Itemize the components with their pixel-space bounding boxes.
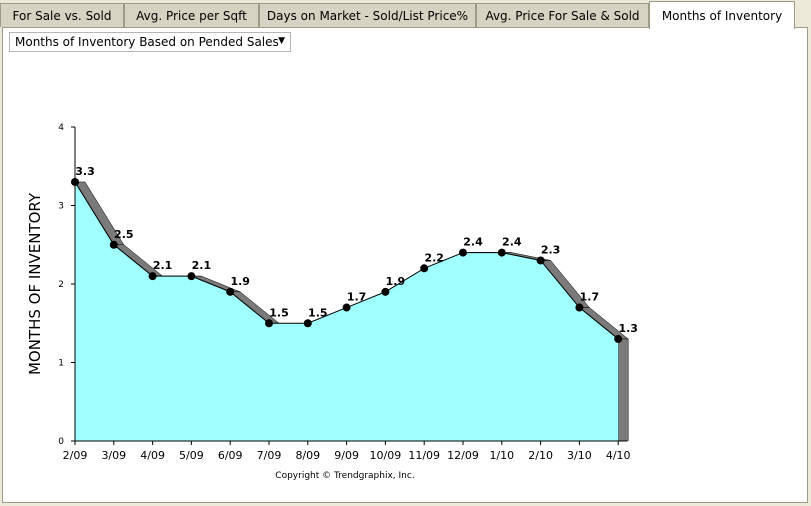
- data-point: [342, 303, 351, 312]
- x-tick-label: 2/09: [63, 449, 88, 462]
- x-tick-label: 8/09: [295, 449, 320, 462]
- data-label: 2.4: [463, 236, 483, 249]
- data-point: [497, 248, 506, 257]
- data-point: [420, 264, 429, 273]
- x-tick-label: 7/09: [257, 449, 282, 462]
- x-tick-label: 12/09: [447, 449, 479, 462]
- x-tick-label: 5/09: [179, 449, 204, 462]
- data-label: 1.7: [580, 291, 600, 304]
- tab-days-on-market[interactable]: Days on Market - Sold/List Price%: [259, 3, 476, 27]
- data-label: 2.5: [114, 228, 134, 241]
- x-tick-label: 3/09: [101, 449, 126, 462]
- data-point: [226, 287, 235, 296]
- x-tick-label: 6/09: [218, 449, 243, 462]
- data-label: 3.3: [75, 165, 95, 178]
- shadow-wall: [617, 338, 629, 442]
- data-label: 2.3: [541, 243, 561, 256]
- tab-bar: For Sale vs. Sold Avg. Price per Sqft Da…: [0, 0, 811, 29]
- y-axis-title: MONTHS OF INVENTORY: [26, 192, 44, 375]
- data-point: [303, 319, 312, 328]
- data-point: [614, 334, 623, 343]
- data-label: 1.9: [230, 275, 250, 288]
- x-tick-label: 1/10: [489, 449, 514, 462]
- y-tick-label: 1: [58, 359, 64, 369]
- tab-for-sale-vs-sold[interactable]: For Sale vs. Sold: [0, 3, 124, 27]
- data-point: [187, 272, 196, 281]
- x-tick-label: 10/09: [370, 449, 402, 462]
- data-label: 1.7: [347, 291, 367, 304]
- copyright-text: Copyright © Trendgraphix, Inc.: [275, 471, 414, 481]
- y-tick-label: 0: [58, 437, 64, 447]
- y-tick-label: 2: [58, 280, 64, 290]
- x-tick-label: 9/09: [334, 449, 359, 462]
- data-label: 2.4: [502, 236, 522, 249]
- tab-avg-price-per-sqft[interactable]: Avg. Price per Sqft: [124, 3, 259, 27]
- data-point: [71, 177, 79, 186]
- data-point: [148, 272, 157, 281]
- x-tick-label: 3/10: [567, 449, 592, 462]
- data-point: [536, 256, 545, 265]
- data-label: 1.5: [308, 306, 328, 319]
- tab-months-of-inventory[interactable]: Months of Inventory: [649, 1, 795, 29]
- dropdown-selected-label: Months of Inventory Based on Pended Sale…: [15, 35, 279, 49]
- x-tick-label: 4/09: [140, 449, 165, 462]
- tab-avg-price-for-sale-sold[interactable]: Avg. Price For Sale & Sold: [476, 3, 649, 27]
- chart-type-dropdown[interactable]: Months of Inventory Based on Pended Sale…: [9, 32, 291, 52]
- data-point: [265, 319, 273, 328]
- data-label: 2.1: [192, 259, 212, 272]
- x-tick-label: 4/10: [606, 449, 631, 462]
- y-tick-label: 4: [58, 123, 64, 133]
- data-label: 2.2: [424, 251, 444, 264]
- data-label: 1.5: [269, 306, 289, 319]
- chevron-down-icon: ▼: [278, 36, 285, 46]
- x-tick-label: 11/09: [408, 449, 440, 462]
- y-tick-label: 3: [58, 202, 64, 212]
- data-point: [459, 248, 467, 257]
- x-tick-label: 2/10: [528, 449, 553, 462]
- data-point: [109, 240, 118, 249]
- data-label: 2.1: [153, 259, 173, 272]
- data-label: 1.9: [386, 275, 406, 288]
- data-label: 1.3: [618, 322, 638, 335]
- data-point: [381, 287, 390, 296]
- data-point: [575, 303, 584, 312]
